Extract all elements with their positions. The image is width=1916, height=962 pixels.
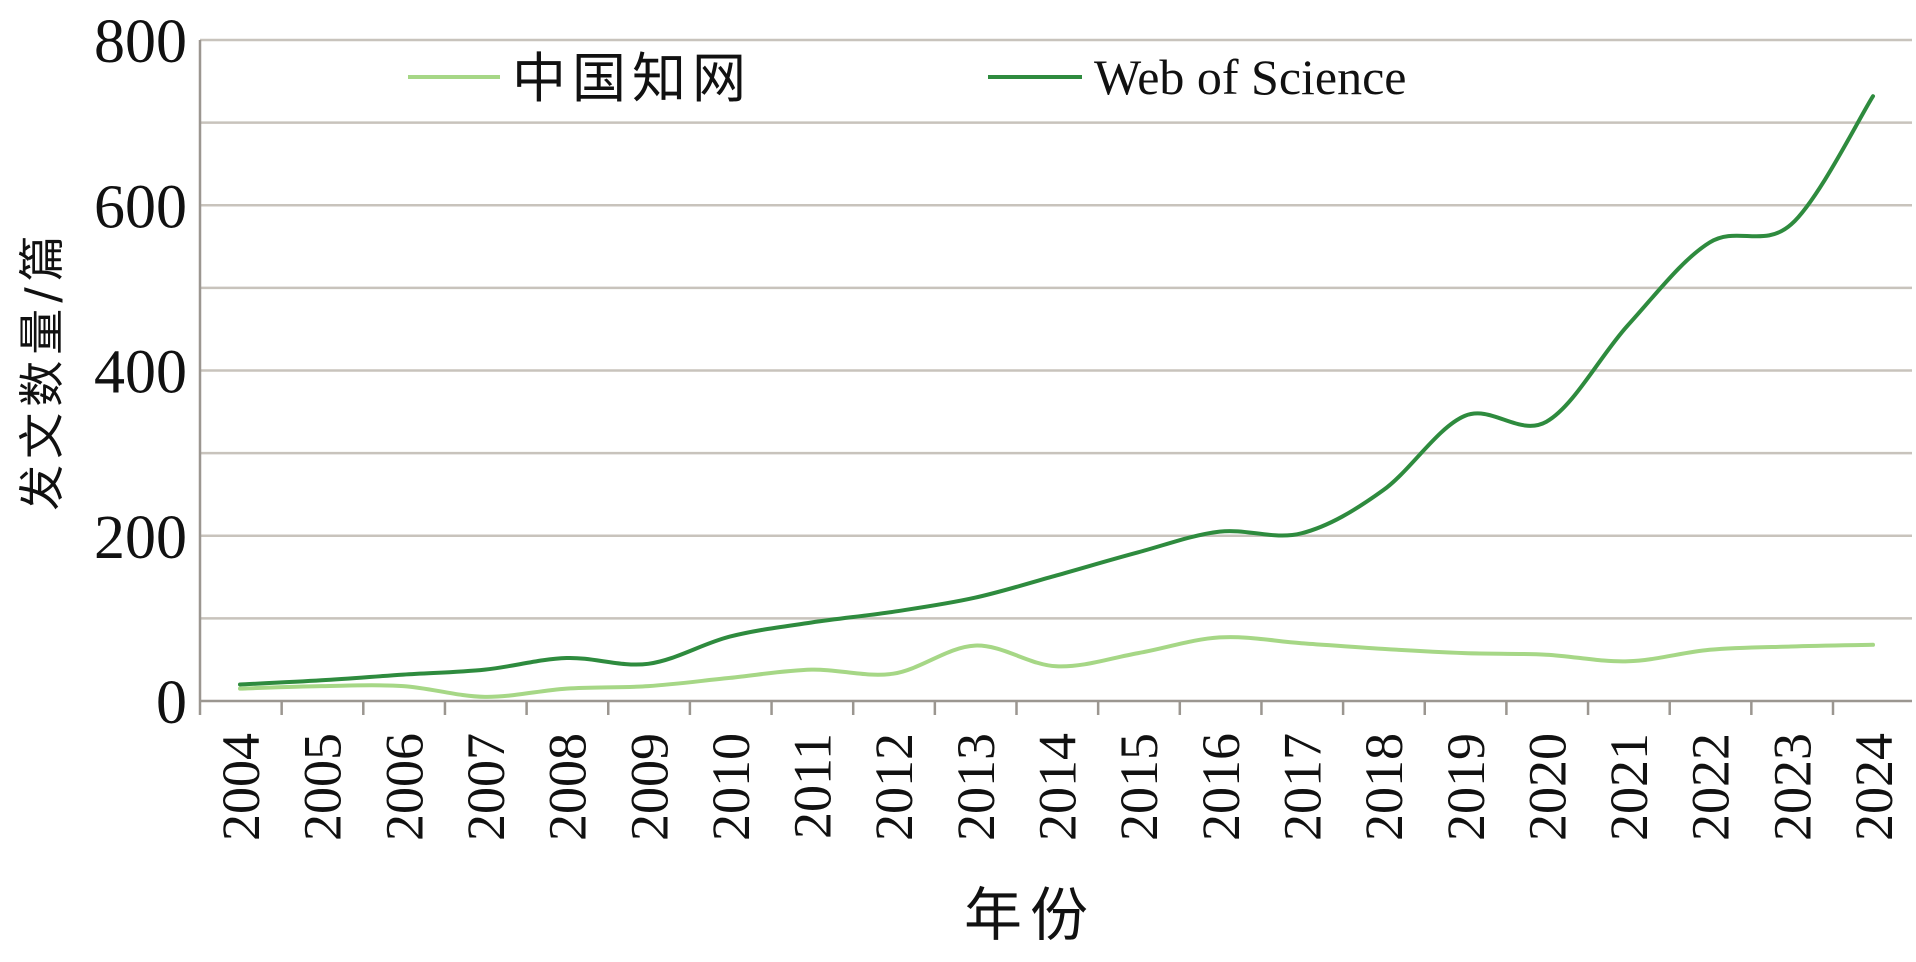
axes [198, 40, 1912, 715]
gridlines [200, 38, 1912, 620]
x-tick-label: 2010 [701, 733, 761, 841]
x-tick-label: 2016 [1191, 733, 1251, 841]
legend-label-cnki: 中国知网 [512, 47, 752, 110]
x-tick-label: 2012 [864, 733, 924, 841]
legend: 中国知网 Web of Science [408, 47, 1407, 110]
legend-label-wos: Web of Science [1094, 49, 1407, 105]
x-axis-title: 年份 [964, 881, 1096, 949]
x-tick-label: 2007 [456, 733, 516, 841]
x-tick-label: 2014 [1028, 733, 1088, 841]
y-axis-title: 发文数量/篇 [15, 229, 69, 511]
x-tick-label: 2020 [1517, 733, 1577, 841]
x-tick-label: 2011 [783, 733, 843, 839]
x-tick-label: 2015 [1109, 733, 1169, 841]
x-tick-label: 2008 [538, 733, 598, 841]
x-tick-label: 2009 [619, 733, 679, 841]
y-tick-label: 0 [156, 669, 187, 737]
x-tick-labels: 2004 2005 2006 2007 2008 2009 2010 2011 2012 2013… [211, 733, 1904, 841]
x-tick-label: 2023 [1762, 733, 1822, 841]
x-tick-label: 2021 [1599, 733, 1659, 841]
x-tick-label: 2005 [293, 733, 353, 841]
y-tick-label: 800 [94, 8, 187, 76]
y-tick-labels: 0 200 400 600 800 [94, 8, 187, 737]
x-tick-label: 2017 [1273, 733, 1333, 841]
series-group [238, 94, 1875, 699]
series-line-web-of-science [238, 94, 1875, 687]
x-tick-label: 2022 [1681, 733, 1741, 841]
x-tick-label: 2024 [1844, 733, 1904, 841]
x-tick-label: 2019 [1436, 733, 1496, 841]
y-tick-label: 600 [94, 173, 187, 241]
x-tick-label: 2004 [211, 733, 271, 841]
series-line-cnki [238, 635, 1875, 699]
x-tick-label: 2013 [946, 733, 1006, 841]
y-tick-label: 400 [94, 339, 187, 407]
x-tick-label: 2018 [1354, 733, 1414, 841]
y-tick-label: 200 [94, 504, 187, 572]
x-tick-label: 2006 [374, 733, 434, 841]
